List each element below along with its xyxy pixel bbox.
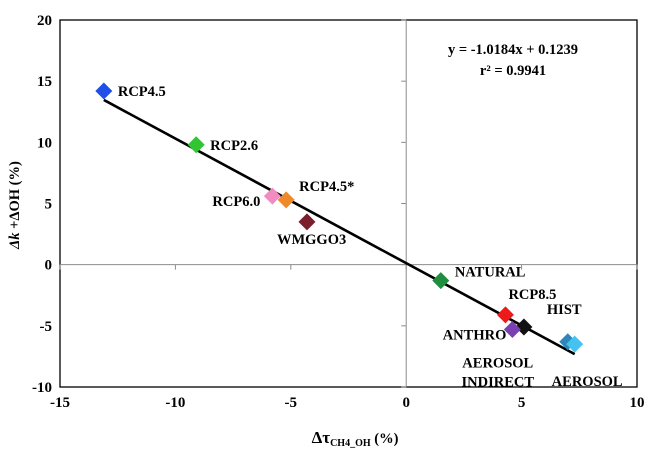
x-axis-title: ΔτCH4_OH (%) <box>312 428 399 449</box>
y-tick-label: -5 <box>40 319 53 335</box>
point-wmggo3 <box>298 213 316 231</box>
point-rcp4-5 <box>95 82 113 100</box>
x-tick-label: -5 <box>285 395 298 411</box>
y-tick-label: 0 <box>45 258 53 274</box>
y-tick-label: 20 <box>37 13 52 29</box>
x-axis-title-subscript: CH4_OH <box>330 438 371 449</box>
point-rcp6-0 <box>263 187 281 205</box>
trendline-equation: y = -1.0184x + 0.1239 <box>448 42 578 58</box>
x-axis-title-main: Δτ <box>312 428 331 447</box>
point-label-rcp4-5: RCP4.5* <box>299 179 354 195</box>
point-label-natural: NATURAL <box>455 265 526 281</box>
point-hist <box>515 318 533 336</box>
x-tick-label: 0 <box>402 395 410 411</box>
point-natural <box>432 272 450 290</box>
point-label-rcp4-5: RCP4.5 <box>118 84 166 100</box>
point-label-hist: HIST <box>547 302 582 318</box>
y-axis-title-italic: Δk <box>7 232 23 250</box>
y-tick-label: 10 <box>37 135 52 151</box>
point-rcp2-6 <box>187 136 205 154</box>
point-label-wmggo3: WMGGO3 <box>277 232 346 248</box>
x-tick-label: -15 <box>50 395 70 411</box>
point-label-aerosol-indirect: AEROSOL INDIRECT <box>462 356 535 391</box>
y-axis-title: Δk +ΔOH (%) <box>7 161 23 250</box>
point-label-rcp6-0: RCP6.0 <box>212 194 260 210</box>
point-label-anthro: ANTHRO <box>443 328 507 344</box>
point-label-rcp8-5: RCP8.5 <box>508 287 556 303</box>
x-axis-title-unit: (%) <box>371 431 399 447</box>
x-tick-label: 10 <box>630 395 645 411</box>
point-aerosol <box>566 335 584 353</box>
y-tick-label: -10 <box>32 380 52 396</box>
x-tick-label: 5 <box>518 395 526 411</box>
point-rcp4-5 <box>277 191 295 209</box>
plot-frame <box>59 19 638 388</box>
y-tick-label: 5 <box>45 197 53 213</box>
y-tick-label: 15 <box>37 74 52 90</box>
point-anthro <box>503 321 521 339</box>
point-rcp8-5 <box>496 306 514 324</box>
trendline <box>103 98 576 356</box>
point-label-aerosol: AEROSOL <box>552 374 623 390</box>
x-tick-label: -10 <box>165 395 185 411</box>
point-label-rcp2-6: RCP2.6 <box>210 138 258 154</box>
r-squared-label: r² = 0.9941 <box>480 63 546 79</box>
y-axis-title-rest: +ΔOH (%) <box>7 161 23 232</box>
